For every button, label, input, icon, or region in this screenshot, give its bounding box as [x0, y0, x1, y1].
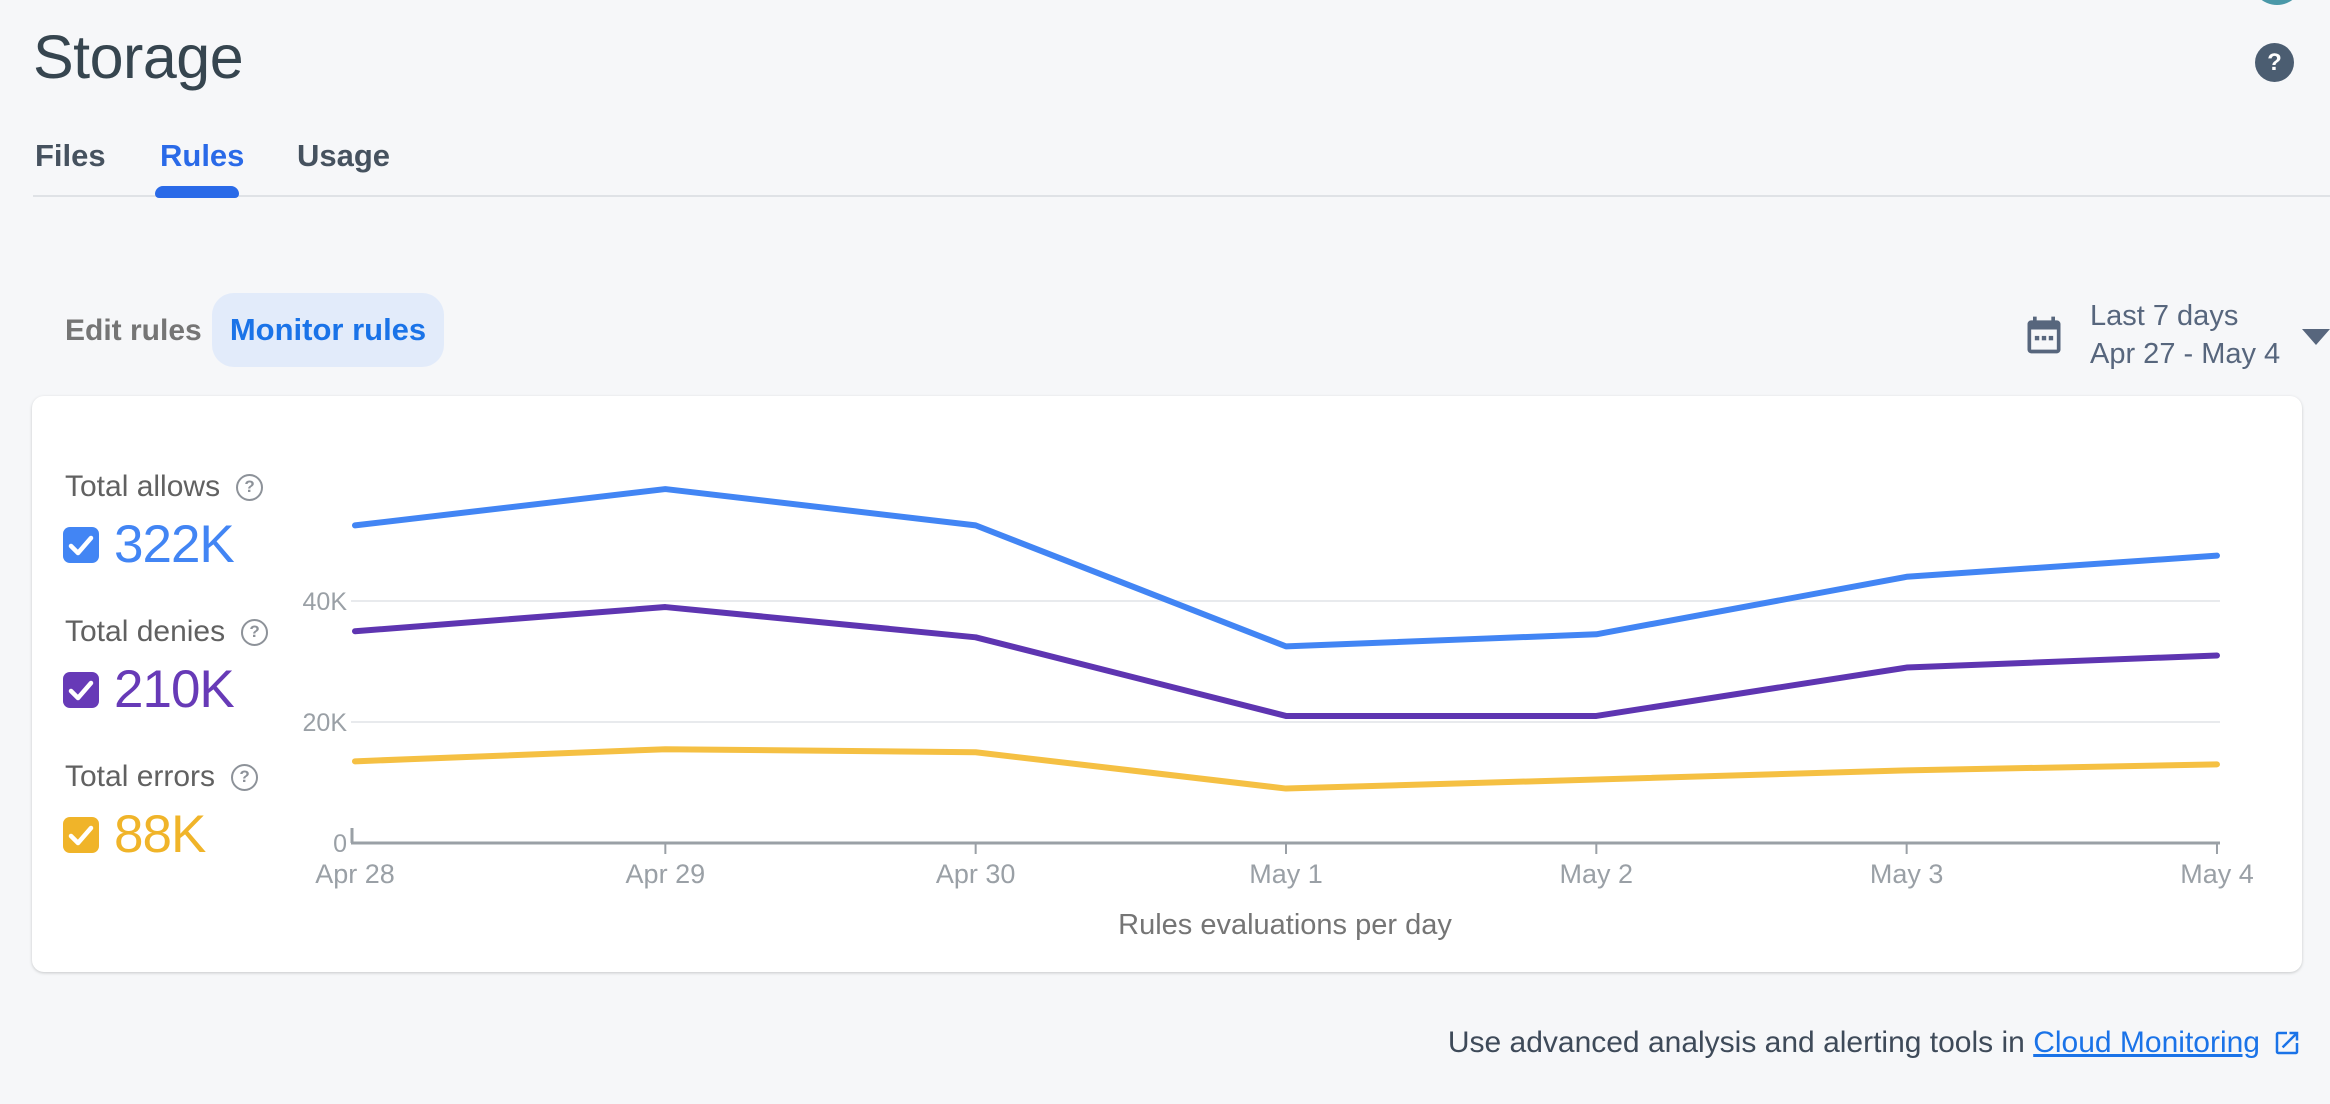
chevron-down-icon [2302, 329, 2330, 345]
errors-help-icon[interactable]: ? [231, 763, 259, 791]
checkmark-icon [68, 825, 94, 845]
open-in-new-icon[interactable] [2272, 1028, 2302, 1058]
legend-total-denies: Total denies ? 210K [63, 615, 323, 720]
legend-total-errors: Total errors ? 88K [63, 760, 323, 865]
errors-label: Total errors [65, 760, 216, 793]
svg-text:May 4: May 4 [2180, 859, 2254, 889]
svg-text:0: 0 [333, 830, 347, 858]
monitor-rules-button[interactable]: Monitor rules [212, 293, 444, 367]
denies-help-icon[interactable]: ? [241, 618, 269, 646]
cloud-monitoring-link[interactable]: Cloud Monitoring [2033, 1026, 2260, 1059]
allows-help-icon[interactable]: ? [236, 473, 264, 501]
denies-label: Total denies [65, 615, 226, 648]
svg-text:May 2: May 2 [1560, 859, 1634, 889]
svg-text:Apr 28: Apr 28 [315, 859, 395, 889]
legend-allows-label: Total allows [65, 470, 221, 503]
date-range-dates: Apr 27 - May 4 [2090, 338, 2281, 370]
legend-total-allows: Total allows ? 322K [63, 470, 323, 575]
svg-text:May 3: May 3 [1870, 859, 1944, 889]
checkmark-icon [68, 535, 94, 555]
edit-rules-button[interactable]: Edit rules [65, 314, 202, 347]
svg-text:May 1: May 1 [1249, 859, 1323, 889]
errors-total: 88K [114, 805, 206, 864]
denies-checkbox[interactable] [63, 671, 99, 708]
calendar-icon [2027, 316, 2061, 354]
tab-rules[interactable]: Rules [160, 138, 245, 173]
tabs-divider [33, 195, 2330, 197]
denies-total: 210K [114, 660, 235, 719]
user-avatar[interactable] [2251, 0, 2303, 5]
allows-checkbox[interactable] [63, 526, 99, 563]
monitor-rules-label: Monitor rules [229, 312, 427, 347]
svg-text:20K: 20K [303, 709, 348, 737]
help-icon[interactable]: ? [2255, 43, 2294, 82]
footer-text: Use advanced analysis and alerting tools… [1447, 1026, 2025, 1059]
page-title: Storage [33, 23, 244, 91]
checkmark-icon [68, 680, 94, 700]
svg-text:Apr 29: Apr 29 [626, 859, 706, 889]
monitor-rules-card: Total allows ? 322K Total denies ? 210K [32, 396, 2302, 972]
date-range-preset: Last 7 days [2090, 300, 2239, 332]
date-range-selector[interactable]: Last 7 days Apr 27 - May 4 [2022, 296, 2330, 374]
rules-evaluations-chart: 0 20K 40K Apr 28 Apr 29 Apr 30 May 1 May 2 May 3… [303, 486, 2254, 941]
svg-text:Rules evaluations per day: Rules evaluations per day [1118, 909, 1452, 941]
svg-text:Apr 30: Apr 30 [936, 859, 1016, 889]
tab-usage[interactable]: Usage [297, 138, 391, 173]
active-tab-indicator [155, 186, 239, 198]
tab-files[interactable]: Files [35, 138, 106, 173]
errors-checkbox[interactable] [63, 816, 99, 853]
allows-total: 322K [114, 515, 235, 574]
svg-text:40K: 40K [303, 588, 348, 616]
cloud-monitoring-note: Use advanced analysis and alerting tools… [1448, 1026, 2302, 1060]
